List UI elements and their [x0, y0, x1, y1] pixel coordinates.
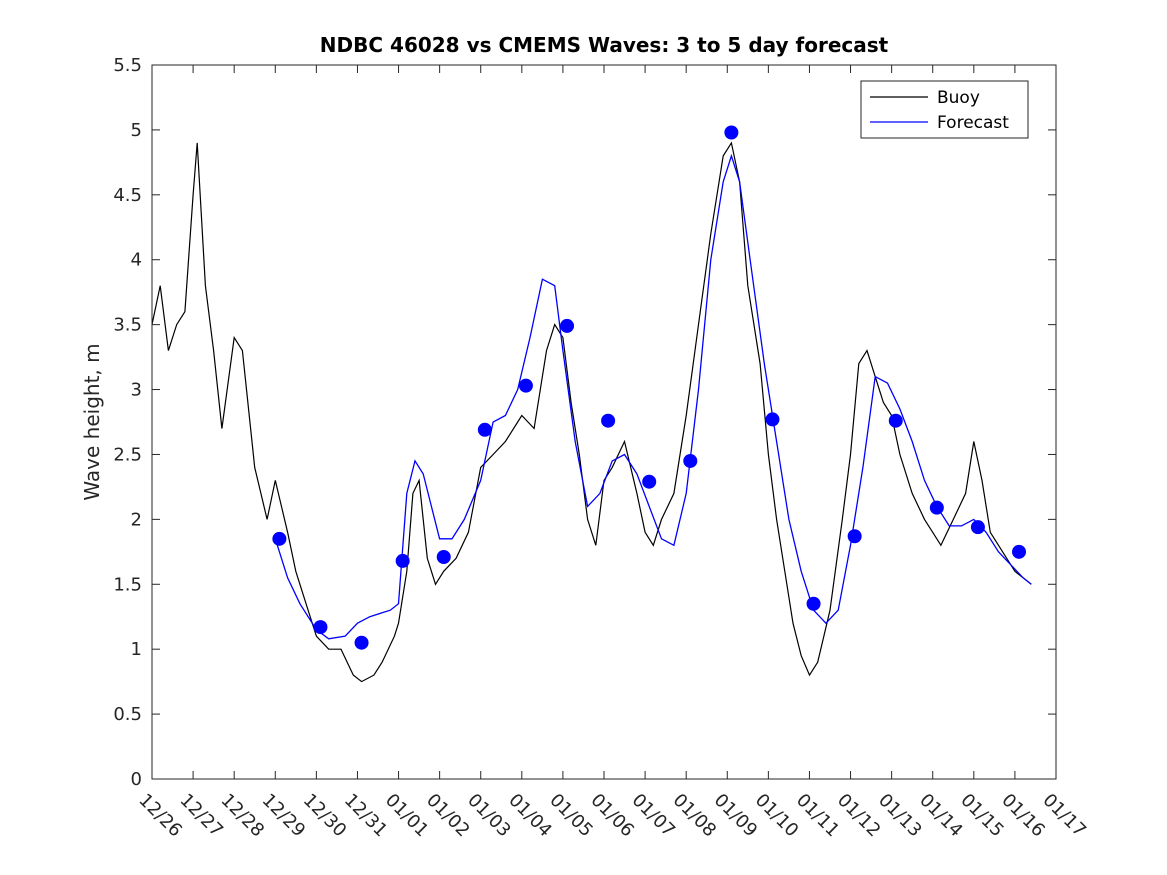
x-tick-label: 01/05: [545, 790, 597, 842]
x-tick-label: 01/01: [381, 790, 433, 842]
x-tick-label: 12/31: [340, 790, 392, 842]
x-tick-label: 01/02: [422, 790, 474, 842]
y-tick-label: 1.5: [113, 574, 142, 595]
forecast-marker: [477, 422, 492, 437]
forecast-marker: [847, 529, 862, 544]
y-tick-label: 4.5: [113, 185, 142, 206]
y-tick-label: 1: [131, 639, 142, 660]
forecast-markers: [272, 125, 1027, 650]
forecast-marker: [806, 596, 821, 611]
y-tick-label: 3.5: [113, 315, 142, 336]
forecast-marker: [683, 453, 698, 468]
y-tick-label: 5.5: [113, 55, 142, 76]
legend-box: [860, 80, 1029, 139]
x-tick-label: 01/17: [1038, 790, 1090, 842]
forecast-marker: [272, 531, 287, 546]
forecast-marker: [929, 500, 944, 515]
x-tick-label: 01/10: [751, 790, 803, 842]
forecast-marker: [724, 125, 739, 140]
x-tick-label: 01/16: [997, 790, 1049, 842]
x-tick-label: 01/06: [586, 790, 638, 842]
x-tick-label: 01/14: [915, 790, 967, 842]
forecast-marker: [518, 378, 533, 393]
forecast-marker: [642, 474, 657, 489]
forecast-marker: [601, 413, 616, 428]
legend-forecast-label: Forecast: [937, 113, 1009, 133]
plot-frame: [151, 64, 1057, 780]
x-tick-label: 12/29: [258, 790, 310, 842]
y-tick-label: 3: [131, 380, 142, 401]
forecast-marker: [560, 318, 575, 333]
y-tick-label: 5: [131, 120, 142, 141]
forecast-marker: [765, 412, 780, 427]
forecast-marker: [970, 520, 985, 535]
x-tick-label: 12/28: [217, 790, 269, 842]
y-tick-label: 0: [131, 769, 142, 790]
x-tick-label: 12/30: [299, 790, 351, 842]
x-tick-label: 01/03: [463, 790, 515, 842]
forecast-marker: [313, 620, 328, 635]
legend: Buoy Forecast: [860, 80, 1029, 139]
x-tick-label: 12/27: [176, 790, 228, 842]
x-tick-label: 01/07: [628, 790, 680, 842]
forecast-series-line: [274, 153, 1032, 640]
y-tick-label: 2: [131, 509, 142, 530]
x-tick-label: 01/11: [792, 790, 844, 842]
x-tick-label: 01/08: [669, 790, 721, 842]
x-tick-label: 01/15: [956, 790, 1008, 842]
x-tick-label: 12/26: [134, 790, 186, 842]
y-tick-label: 0.5: [113, 704, 142, 725]
forecast-marker: [888, 413, 903, 428]
buoy-series-line: [151, 141, 1032, 683]
forecast-marker: [395, 553, 410, 568]
y-axis-ticks: 0 0.5 1 1.5 2 2.5 3 3.5 4 4.5 5 5.5: [113, 55, 1056, 790]
forecast-marker: [354, 635, 369, 650]
x-tick-label: 01/09: [710, 790, 762, 842]
forecast-marker: [436, 550, 451, 565]
chart-title: NDBC 46028 vs CMEMS Waves: 3 to 5 day fo…: [320, 33, 889, 57]
forecast-marker: [1012, 544, 1027, 559]
series-layer: [151, 125, 1032, 683]
legend-buoy-label: Buoy: [937, 88, 980, 108]
x-tick-label: 01/04: [504, 790, 556, 842]
y-tick-label: 2.5: [113, 444, 142, 465]
x-tick-label: 01/12: [833, 790, 885, 842]
y-axis-label: Wave height, m: [80, 343, 104, 500]
y-tick-label: 4: [131, 250, 142, 271]
x-tick-label: 01/13: [874, 790, 926, 842]
